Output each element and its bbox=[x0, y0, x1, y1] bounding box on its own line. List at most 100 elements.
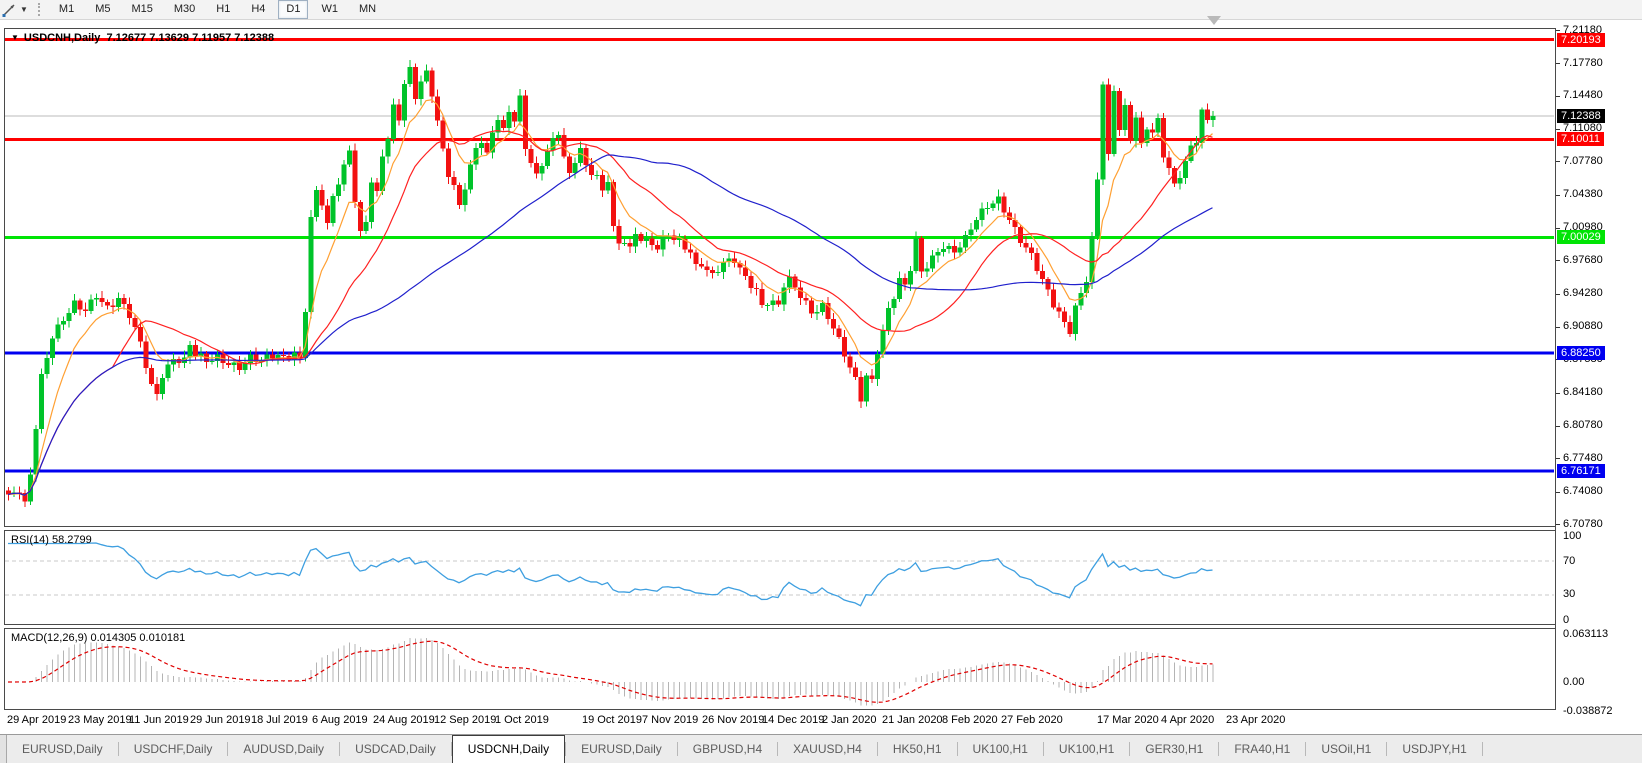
price-level-badge: 7.00029 bbox=[1557, 230, 1605, 245]
timeframe-button-m15[interactable]: M15 bbox=[131, 3, 153, 15]
main-chart-pane[interactable]: ▼ USDCNH,Daily 7.12677 7.13629 7.11957 7.… bbox=[4, 28, 1555, 527]
chart-tab-usdcnh-daily[interactable]: USDCNH,Daily bbox=[451, 735, 566, 763]
tab-separator bbox=[956, 742, 958, 756]
rsi-scale-label: 100 bbox=[1563, 529, 1582, 542]
chart-ohlc-values: 7.12677 7.13629 7.11957 7.12388 bbox=[106, 32, 275, 44]
rsi-scale-label: 30 bbox=[1563, 588, 1576, 601]
macd-signal-line bbox=[7, 640, 1213, 703]
date-label: 2 Jan 2020 bbox=[822, 714, 877, 726]
date-label: 29 Jun 2019 bbox=[190, 714, 251, 726]
timeframe-button-m5[interactable]: M5 bbox=[95, 3, 111, 15]
date-label: 27 Feb 2020 bbox=[1001, 714, 1063, 726]
rsi-label: RSI(14) 58.2799 bbox=[11, 534, 92, 546]
tab-separator bbox=[1218, 742, 1220, 756]
date-axis[interactable]: 29 Apr 2019 23 May 2019 11 Jun 2019 29 Jun … bbox=[4, 710, 1555, 734]
rsi-scale-label: 0 bbox=[1563, 613, 1570, 626]
chart-tab-fra40-h1[interactable]: FRA40,H1 bbox=[1234, 742, 1291, 756]
price-level-badge: 7.20193 bbox=[1557, 32, 1605, 47]
tab-scroll-stub[interactable] bbox=[0, 735, 7, 763]
price-tick-mark bbox=[1556, 491, 1560, 493]
chart-tab-uk100-h1[interactable]: UK100,H1 bbox=[972, 742, 1028, 756]
date-label: 19 Oct 2019 bbox=[582, 714, 642, 726]
chart-symbol: USDCNH,Daily bbox=[23, 32, 101, 44]
price-tick-mark bbox=[1556, 524, 1560, 525]
date-label: 26 Nov 2019 bbox=[702, 714, 765, 726]
chart-collapse-icon[interactable]: ▼ bbox=[11, 33, 19, 42]
price-tick-label: 6.80780 bbox=[1563, 419, 1603, 432]
toolbar-grip-handle[interactable] bbox=[37, 3, 42, 16]
date-label: 23 Apr 2020 bbox=[1226, 714, 1286, 726]
chart-tab-uk100-h1[interactable]: UK100,H1 bbox=[1058, 742, 1115, 756]
macd-indicator-pane[interactable]: MACD(12,26,9) 0.014305 0.010181 bbox=[4, 628, 1555, 710]
chart-shift-marker-icon[interactable] bbox=[1207, 16, 1221, 25]
price-tick-label: 6.94280 bbox=[1563, 287, 1603, 300]
tab-separator bbox=[1386, 742, 1388, 756]
chart-tab-usdchf-daily[interactable]: USDCHF,Daily bbox=[133, 742, 213, 756]
date-label: 21 Jan 2020 bbox=[882, 714, 943, 726]
timeframe-button-w1[interactable]: W1 bbox=[321, 3, 338, 15]
timeframe-button-h1[interactable]: H1 bbox=[216, 3, 231, 15]
timeframe-button-d1[interactable]: D1 bbox=[278, 0, 309, 19]
price-level-badge: 7.10011 bbox=[1557, 132, 1604, 147]
price-level-badge: 6.76171 bbox=[1557, 464, 1605, 479]
rsi-scale-label: 70 bbox=[1563, 554, 1576, 567]
price-tick-mark bbox=[1556, 359, 1560, 361]
chart-tab-audusd-daily[interactable]: AUDUSD,Daily bbox=[243, 742, 325, 756]
timeframe-button-mn[interactable]: MN bbox=[358, 3, 377, 15]
chart-tab-gbpusd-h4[interactable]: GBPUSD,H4 bbox=[692, 742, 763, 756]
date-label: 6 Aug 2019 bbox=[312, 714, 368, 726]
tab-separator bbox=[777, 742, 779, 756]
tab-separator bbox=[339, 742, 341, 756]
chart-tab-ger30-h1[interactable]: GER30,H1 bbox=[1145, 742, 1204, 756]
price-tick-label: 6.70780 bbox=[1563, 517, 1603, 530]
tab-separator bbox=[876, 742, 878, 756]
rsi-indicator-pane[interactable]: RSI(14) 58.2799 bbox=[4, 530, 1555, 625]
tab-separator bbox=[1481, 742, 1483, 756]
current-price-badge: 7.12388 bbox=[1557, 109, 1605, 124]
price-tick-mark bbox=[1556, 425, 1560, 427]
timeframe-button-m30[interactable]: M30 bbox=[173, 3, 196, 15]
date-label: 14 Dec 2019 bbox=[762, 714, 825, 726]
price-tick-label: 6.74080 bbox=[1563, 485, 1603, 498]
price-tick-mark bbox=[1556, 227, 1560, 229]
rsi-line bbox=[8, 542, 1213, 607]
chart-tab-usdcad-daily[interactable]: USDCAD,Daily bbox=[355, 742, 436, 756]
tab-separator bbox=[565, 742, 567, 756]
macd-scale-label: 0.00 bbox=[1563, 675, 1585, 688]
price-tick-label: 7.07780 bbox=[1563, 154, 1603, 167]
tab-separator bbox=[1129, 742, 1131, 756]
tab-separator bbox=[117, 742, 119, 756]
chart-tab-eurusd-daily[interactable]: EURUSD,Daily bbox=[581, 742, 662, 756]
chart-tab-xauusd-h4[interactable]: XAUUSD,H4 bbox=[793, 742, 862, 756]
timeframe-toolbar: ▼ M1 M5 M15 M30 H1 H4 D1 W1 MN bbox=[0, 0, 1642, 20]
chart-tab-eurusd-daily[interactable]: EURUSD,Daily bbox=[22, 742, 103, 756]
price-tick-label: 7.17780 bbox=[1563, 56, 1603, 69]
timeframe-button-m1[interactable]: M1 bbox=[58, 3, 75, 15]
chart-tab-hk50-h1[interactable]: HK50,H1 bbox=[892, 742, 942, 756]
date-label: 11 Jun 2019 bbox=[129, 714, 189, 726]
moving-average-fast bbox=[7, 99, 1213, 497]
price-tick-mark bbox=[1556, 95, 1560, 97]
price-level-badge: 6.88250 bbox=[1557, 345, 1605, 360]
price-tick-label: 7.21180 bbox=[1563, 23, 1602, 36]
date-label: 24 Aug 2019 bbox=[373, 714, 435, 726]
chart-tab-usoil-h1[interactable]: USOil,H1 bbox=[1321, 742, 1372, 756]
price-axis[interactable]: 7.21180 7.17780 7.14480 7.11080 7.07780 7.043… bbox=[1555, 24, 1641, 717]
date-label: 17 Mar 2020 bbox=[1097, 714, 1159, 726]
date-label: 8 Feb 2020 bbox=[942, 714, 998, 726]
price-tick-mark bbox=[1556, 63, 1560, 65]
price-tick-mark bbox=[1556, 392, 1560, 394]
macd-label: MACD(12,26,9) 0.014305 0.010181 bbox=[11, 632, 186, 644]
chart-title: ▼ USDCNH,Daily 7.12677 7.13629 7.11957 7.… bbox=[11, 32, 274, 44]
date-label: 18 Jul 2019 bbox=[251, 714, 308, 726]
tool-dropdown-arrow-icon[interactable]: ▼ bbox=[20, 5, 28, 14]
price-tick-mark bbox=[1556, 458, 1560, 460]
chart-tab-usdjpy-h1[interactable]: USDJPY,H1 bbox=[1402, 742, 1467, 756]
timeframe-button-h4[interactable]: H4 bbox=[251, 3, 266, 15]
date-label: 12 Sep 2019 bbox=[434, 714, 497, 726]
draw-tool-icon[interactable] bbox=[1, 2, 19, 18]
macd-scale-label: 0.063113 bbox=[1563, 627, 1609, 640]
tab-separator bbox=[227, 742, 229, 756]
macd-scale-label: -0.038872 bbox=[1563, 705, 1613, 718]
